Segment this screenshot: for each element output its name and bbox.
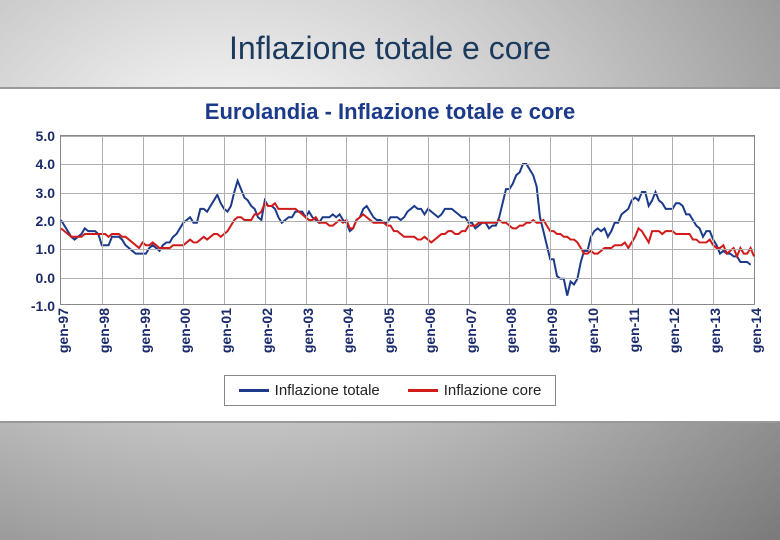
x-axis-label: gen-09 [544,308,560,353]
legend-item-core: Inflazione core [408,382,542,399]
gridline-v [224,136,225,304]
legend-swatch-core [408,389,438,392]
x-axis-label: gen-97 [55,308,71,353]
x-axis-label: gen-07 [463,308,479,353]
x-axis-label: gen-99 [137,308,153,353]
gridline-v [550,136,551,304]
gridline-h [61,193,754,194]
legend-label-totale: Inflazione totale [275,382,380,399]
x-axis-label: gen-04 [340,308,356,353]
gridline-v [346,136,347,304]
y-axis-label: 2.0 [36,213,61,229]
gridline-v [428,136,429,304]
gridline-v [632,136,633,304]
gridline-v [387,136,388,304]
x-axis-label: gen-98 [96,308,112,353]
legend-item-totale: Inflazione totale [239,382,380,399]
gridline-h [61,221,754,222]
gridline-v [713,136,714,304]
series-inflazione-totale [61,164,751,296]
x-axis-label: gen-05 [381,308,397,353]
y-axis-label: 3.0 [36,185,61,201]
x-axis-label: gen-10 [585,308,601,353]
gridline-v [672,136,673,304]
legend-swatch-totale [239,389,269,392]
chart-lines [61,136,754,304]
legend: Inflazione totale Inflazione core [224,375,557,406]
gridline-v [265,136,266,304]
gridline-h [61,136,754,137]
x-axis-label: gen-01 [218,308,234,353]
gridline-v [183,136,184,304]
x-axis-label: gen-03 [300,308,316,353]
chart-panel: Eurolandia - Inflazione totale e core -1… [0,87,780,423]
gridline-v [143,136,144,304]
x-axis-label: gen-08 [503,308,519,353]
y-axis-label: 1.0 [36,241,61,257]
x-axis-label: gen-11 [626,308,642,352]
chart-title: Eurolandia - Inflazione totale e core [15,99,765,125]
x-axis-label: gen-02 [259,308,275,353]
y-axis-label: 4.0 [36,156,61,172]
slide-title: Inflazione totale e core [0,0,780,87]
gridline-v [102,136,103,304]
y-axis-label: 5.0 [36,128,61,144]
x-axis-label: gen-06 [422,308,438,353]
chart-wrap: -1.00.01.02.03.04.05.0gen-97gen-98gen-99… [60,135,755,305]
gridline-h [61,278,754,279]
x-axis-label: gen-12 [666,308,682,353]
x-axis-label: gen-14 [748,308,764,353]
gridline-h [61,164,754,165]
x-axis-label: gen-13 [707,308,723,353]
y-axis-label: 0.0 [36,270,61,286]
gridline-v [469,136,470,304]
gridline-h [61,249,754,250]
x-axis-label: gen-00 [177,308,193,353]
legend-label-core: Inflazione core [444,382,542,399]
gridline-v [509,136,510,304]
gridline-v [306,136,307,304]
plot-area: -1.00.01.02.03.04.05.0gen-97gen-98gen-99… [60,135,755,305]
gridline-v [591,136,592,304]
